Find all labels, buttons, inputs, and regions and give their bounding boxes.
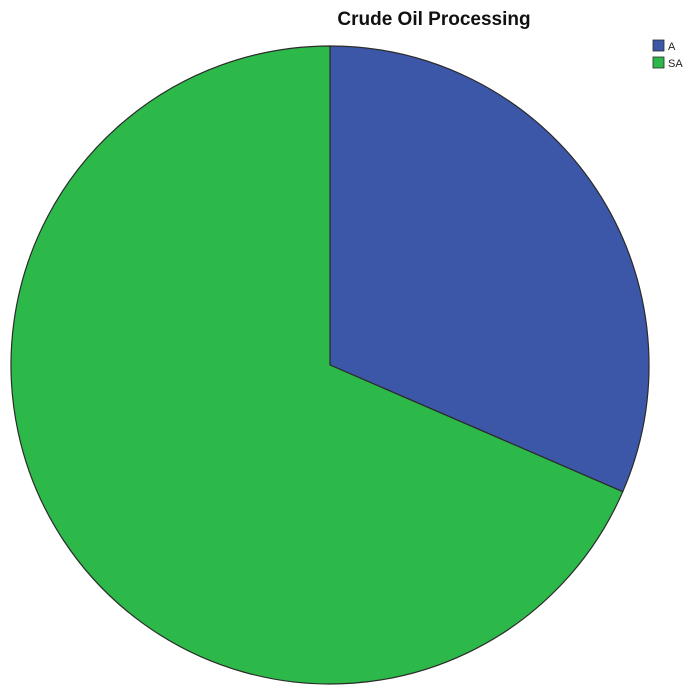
- legend-label-a: A: [668, 41, 676, 53]
- pie-slice-sa: [10, 45, 624, 685]
- legend-label-sa: SA: [668, 58, 683, 70]
- legend-swatch-sa: [652, 56, 665, 69]
- legend-swatch-a: [652, 39, 665, 52]
- pie-slices: [10, 45, 650, 685]
- legend: A SA: [652, 39, 683, 70]
- pie-slice-a: [329, 45, 650, 493]
- chart-title: Crude Oil Processing: [337, 9, 530, 30]
